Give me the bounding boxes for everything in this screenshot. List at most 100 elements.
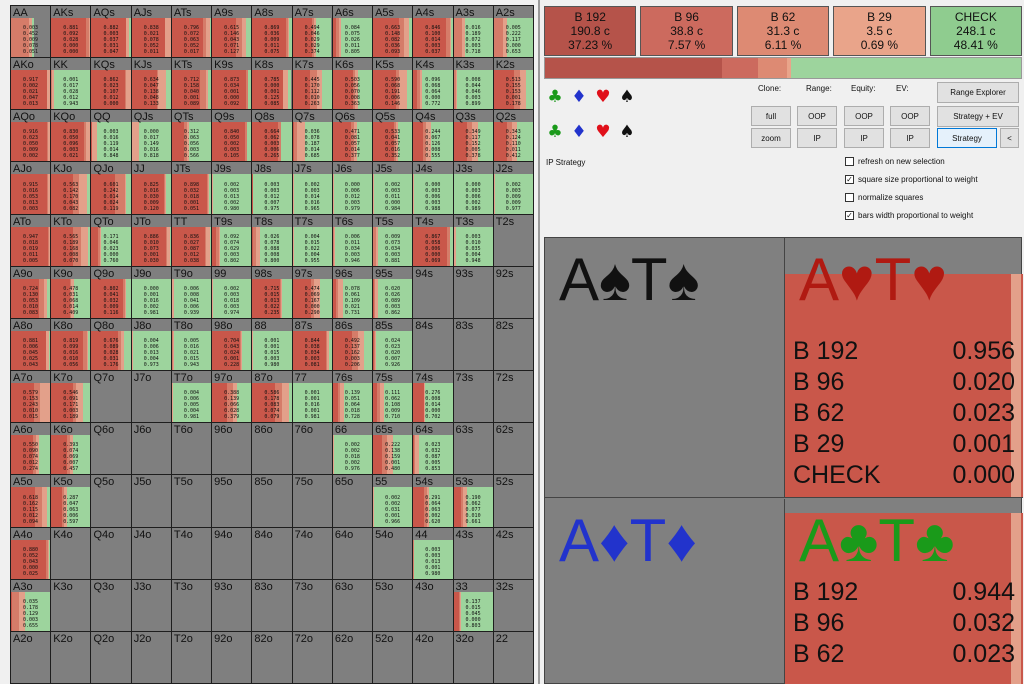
hand-cell-Q4s[interactable]: 0.244 0.067 0.126 0.008 0.555 Q4s bbox=[413, 110, 453, 162]
hand-cell-55[interactable]: 0.002 0.002 0.031 0.001 0.966 55 bbox=[373, 475, 413, 527]
hand-cell-J8s[interactable]: 0.003 0.003 0.012 0.007 0.975 J8s bbox=[252, 162, 292, 214]
hand-cell-75s[interactable]: 0.111 0.062 0.108 0.009 0.710 75s bbox=[373, 371, 413, 423]
action-box-b-192[interactable]: B 192 190.8 c 37.23 % bbox=[544, 6, 637, 56]
club-icon[interactable]: ♣ bbox=[547, 87, 563, 107]
option-checkbox[interactable]: ✓ square size proportional to weight bbox=[845, 175, 978, 184]
hand-cell-T4s[interactable]: 0.867 0.058 0.006 0.000 0.069 T4s bbox=[413, 214, 453, 266]
option-checkbox[interactable]: normalize squares bbox=[845, 193, 923, 202]
hand-cell-74s[interactable]: 0.276 0.008 0.014 0.000 0.702 74s bbox=[413, 371, 453, 423]
hand-cell-K8o[interactable]: 0.819 0.099 0.016 0.010 0.056 K8o bbox=[51, 318, 91, 371]
hand-cell-62o[interactable]: 62o bbox=[332, 631, 373, 683]
hand-cell-J2o[interactable]: J2o bbox=[131, 631, 171, 683]
hand-cell-22[interactable]: 22 bbox=[493, 631, 533, 683]
hand-cell-86o[interactable]: 86o bbox=[252, 423, 292, 475]
hand-cell-T2o[interactable]: T2o bbox=[171, 631, 212, 683]
hand-cell-K2o[interactable]: K2o bbox=[51, 631, 91, 683]
hand-cell-T8s[interactable]: 0.026 0.078 0.088 0.008 0.800 T8s bbox=[252, 214, 292, 266]
hand-cell-JTo[interactable]: 0.886 0.010 0.073 0.001 0.030 JTo bbox=[131, 214, 171, 266]
hand-cell-J2s[interactable]: 0.002 0.003 0.009 0.009 0.977 J2s bbox=[493, 162, 533, 214]
hand-cell-72s[interactable]: 72s bbox=[493, 371, 533, 423]
hand-cell-83o[interactable]: 83o bbox=[252, 579, 292, 631]
hand-cell-AA[interactable]: 0.003 0.452 0.009 0.078 0.051 AA bbox=[11, 6, 51, 58]
hand-cell-J4o[interactable]: J4o bbox=[131, 527, 171, 579]
equity-ip-button[interactable]: IP bbox=[844, 128, 884, 148]
hand-cell-Q5s[interactable]: 0.533 0.041 0.057 0.016 0.352 Q5s bbox=[373, 110, 413, 162]
unchecked-box-icon[interactable] bbox=[845, 157, 854, 166]
hand-cell-A4s[interactable]: 0.846 0.100 0.014 0.003 0.037 A4s bbox=[413, 6, 453, 58]
hand-cell-A4o[interactable]: 0.880 0.052 0.043 0.000 0.025 A4o bbox=[11, 527, 51, 579]
option-checkbox[interactable]: refresh on new selection bbox=[845, 157, 945, 166]
hand-cell-T5s[interactable]: 0.009 0.073 0.034 0.003 0.881 T5s bbox=[373, 214, 413, 266]
hand-cell-63o[interactable]: 63o bbox=[332, 579, 373, 631]
hand-cell-94s[interactable]: 94s bbox=[413, 266, 453, 318]
hand-cell-J9s[interactable]: 0.002 0.003 0.013 0.002 0.980 J9s bbox=[212, 162, 252, 214]
combo-panel-AT[interactable]: A♣T♣ B 192 0.944 B 96 0.032 B 62 0.023 bbox=[785, 499, 1023, 684]
hand-cell-QQ[interactable]: 0.003 0.016 0.119 0.014 0.848 QQ bbox=[91, 110, 131, 162]
hand-cell-A6s[interactable]: 0.084 0.075 0.026 0.011 0.805 A6s bbox=[332, 6, 373, 58]
strategy-ev-button[interactable]: Strategy + EV bbox=[937, 106, 1019, 127]
hand-cell-32o[interactable]: 32o bbox=[453, 631, 493, 683]
hand-cell-Q8s[interactable]: 0.664 0.062 0.003 0.006 0.265 Q8s bbox=[252, 110, 292, 162]
checked-box-icon[interactable]: ✓ bbox=[845, 211, 854, 220]
hand-cell-AJo[interactable]: 0.915 0.016 0.053 0.013 0.003 AJo bbox=[11, 162, 51, 214]
hand-cell-93s[interactable]: 93s bbox=[453, 266, 493, 318]
hand-cell-64s[interactable]: 0.023 0.032 0.087 0.005 0.853 64s bbox=[413, 423, 453, 475]
hand-cell-K6o[interactable]: 0.393 0.074 0.069 0.007 0.457 K6o bbox=[51, 423, 91, 475]
hand-cell-73s[interactable]: 73s bbox=[453, 371, 493, 423]
hand-cell-Q2s[interactable]: 0.343 0.124 0.110 0.011 0.412 Q2s bbox=[493, 110, 533, 162]
hand-cell-QJo[interactable]: 0.601 0.242 0.014 0.024 0.119 QJo bbox=[91, 162, 131, 214]
hand-cell-T9s[interactable]: 0.092 0.074 0.029 0.003 0.802 T9s bbox=[212, 214, 252, 266]
hand-cell-A2o[interactable]: A2o bbox=[11, 631, 51, 683]
hand-cell-A9s[interactable]: 0.615 0.146 0.043 0.071 0.127 A9s bbox=[212, 6, 252, 58]
hand-cell-AQo[interactable]: 0.916 0.023 0.050 0.009 0.002 AQo bbox=[11, 110, 51, 162]
hand-cell-Q3o[interactable]: Q3o bbox=[91, 579, 131, 631]
hand-cell-66[interactable]: 0.002 0.002 0.018 0.002 0.976 66 bbox=[332, 423, 373, 475]
hand-cell-99[interactable]: 0.002 0.003 0.018 0.003 0.974 99 bbox=[212, 266, 252, 318]
hand-cell-J4s[interactable]: 0.000 0.003 0.006 0.003 0.988 J4s bbox=[413, 162, 453, 214]
heart-icon[interactable]: ♥ bbox=[595, 87, 611, 107]
hand-cell-KJs[interactable]: 0.634 0.047 0.138 0.048 0.133 KJs bbox=[131, 58, 171, 110]
hand-cell-A5s[interactable]: 0.663 0.148 0.082 0.036 0.093 A5s bbox=[373, 6, 413, 58]
hand-cell-K9o[interactable]: 0.478 0.031 0.068 0.014 0.409 K9o bbox=[51, 266, 91, 318]
hand-cell-74o[interactable]: 74o bbox=[292, 527, 332, 579]
hand-cell-K6s[interactable]: 0.503 0.056 0.070 0.008 0.363 K6s bbox=[332, 58, 373, 110]
hand-cell-97o[interactable]: 0.388 0.139 0.066 0.028 0.379 97o bbox=[212, 371, 252, 423]
hand-cell-64o[interactable]: 64o bbox=[332, 527, 373, 579]
hand-cell-T3s[interactable]: 0.003 0.010 0.035 0.004 0.948 T3s bbox=[453, 214, 493, 266]
hand-cell-A8o[interactable]: 0.881 0.006 0.045 0.025 0.043 A8o bbox=[11, 318, 51, 371]
hand-cell-J6o[interactable]: J6o bbox=[131, 423, 171, 475]
action-box-b-62[interactable]: B 62 31.3 c 6.11 % bbox=[736, 6, 830, 56]
hand-cell-63s[interactable]: 63s bbox=[453, 423, 493, 475]
hand-cell-A9o[interactable]: 0.724 0.130 0.053 0.010 0.083 A9o bbox=[11, 266, 51, 318]
diamond-icon[interactable]: ♦ bbox=[571, 122, 587, 142]
hand-cell-T2s[interactable]: T2s bbox=[493, 214, 533, 266]
combo-panel-AT[interactable]: A♦T♦ bbox=[545, 499, 785, 684]
hand-cell-85o[interactable]: 85o bbox=[252, 475, 292, 527]
hand-cell-54o[interactable]: 54o bbox=[373, 527, 413, 579]
hand-cell-83s[interactable]: 83s bbox=[453, 318, 493, 371]
action-box-check[interactable]: CHECK 248.1 c 48.41 % bbox=[929, 6, 1023, 56]
hand-cell-T9o[interactable]: 0.006 0.008 0.041 0.006 0.939 T9o bbox=[171, 266, 212, 318]
ev-oop-button[interactable]: OOP bbox=[890, 106, 930, 126]
hand-cell-65s[interactable]: 0.222 0.138 0.159 0.001 0.480 65s bbox=[373, 423, 413, 475]
range-explorer-button[interactable]: Range Explorer bbox=[937, 82, 1019, 103]
hand-cell-J5o[interactable]: J5o bbox=[131, 475, 171, 527]
hand-cell-K9s[interactable]: 0.873 0.034 0.001 0.000 0.092 K9s bbox=[212, 58, 252, 110]
hand-cell-K3o[interactable]: K3o bbox=[51, 579, 91, 631]
clone-full-button[interactable]: full bbox=[751, 106, 791, 126]
hand-cell-Q3s[interactable]: 0.349 0.117 0.152 0.005 0.378 Q3s bbox=[453, 110, 493, 162]
hand-cell-54s[interactable]: 0.291 0.064 0.063 0.002 0.620 54s bbox=[413, 475, 453, 527]
hand-cell-86s[interactable]: 0.492 0.137 0.162 0.003 0.206 86s bbox=[332, 318, 373, 371]
range-oop-button[interactable]: OOP bbox=[797, 106, 837, 126]
hand-cell-52s[interactable]: 52s bbox=[493, 475, 533, 527]
hand-cell-94o[interactable]: 94o bbox=[212, 527, 252, 579]
hand-cell-87o[interactable]: 0.586 0.178 0.083 0.074 0.079 87o bbox=[252, 371, 292, 423]
diamond-icon[interactable]: ♦ bbox=[571, 87, 587, 107]
hand-cell-96s[interactable]: 0.078 0.061 0.109 0.021 0.731 96s bbox=[332, 266, 373, 318]
hand-cell-T3o[interactable]: T3o bbox=[171, 579, 212, 631]
action-box-b-29[interactable]: B 29 3.5 c 0.69 % bbox=[833, 6, 926, 56]
hand-cell-75o[interactable]: 75o bbox=[292, 475, 332, 527]
hand-cell-Q6s[interactable]: 0.471 0.081 0.057 0.014 0.377 Q6s bbox=[332, 110, 373, 162]
unchecked-box-icon[interactable] bbox=[845, 193, 854, 202]
hand-cell-ATs[interactable]: 0.796 0.072 0.063 0.052 0.017 ATs bbox=[171, 6, 212, 58]
